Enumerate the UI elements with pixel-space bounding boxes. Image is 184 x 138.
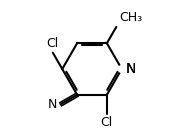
Text: N: N bbox=[126, 62, 136, 76]
Text: Cl: Cl bbox=[47, 37, 59, 50]
Text: CH₃: CH₃ bbox=[119, 11, 142, 24]
Text: Cl: Cl bbox=[101, 116, 113, 129]
Text: N: N bbox=[47, 98, 57, 111]
Circle shape bbox=[118, 66, 125, 72]
Text: N: N bbox=[126, 62, 136, 76]
